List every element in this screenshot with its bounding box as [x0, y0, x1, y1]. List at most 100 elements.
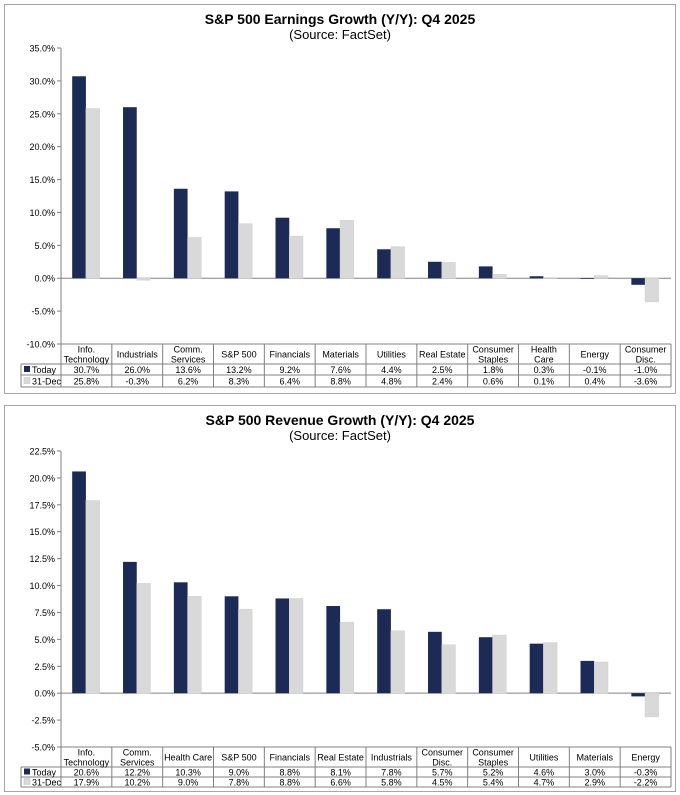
y-tick-label: 12.5%	[29, 554, 55, 564]
data-label: 26.0%	[124, 365, 150, 375]
bar-today	[123, 107, 137, 279]
data-label: 5.8%	[381, 778, 402, 788]
y-tick-label: 35.0%	[29, 44, 55, 54]
bar-31-dec	[441, 644, 456, 694]
category-label: Consumer	[472, 748, 514, 758]
bar-today	[631, 693, 646, 697]
data-label: 0.1%	[534, 377, 555, 387]
bar-31-dec	[644, 277, 660, 303]
earnings-growth-chart: 35.0% 30.0% 25.0% 20.0% 15.0% 10.0% 5.0% 0.0% -5…	[20, 44, 672, 388]
category-label: Staples	[478, 758, 509, 768]
data-label: 0.6%	[483, 377, 504, 387]
bar-31-dec	[85, 108, 100, 279]
category-label: Services	[120, 758, 155, 768]
revenue-growth-chart: 22.5% 20.0% 17.5% 15.0% 12.5% 10.0% 7.5% 5.0% 2.…	[20, 447, 672, 788]
data-label: 9.2%	[279, 365, 300, 375]
bar-31-dec	[441, 262, 456, 279]
bar-today	[72, 471, 86, 694]
bar-today	[72, 76, 86, 279]
y-tick-label: 15.0%	[29, 527, 55, 537]
data-label: 2.5%	[432, 365, 453, 375]
data-label: 8.8%	[330, 377, 351, 387]
data-label: 13.2%	[226, 365, 252, 375]
y-tick-label: 25.0%	[29, 109, 55, 119]
category-label: Industrials	[117, 350, 159, 360]
legend-label: 31-Dec	[32, 778, 62, 788]
y-tick-label: 20.0%	[29, 473, 55, 483]
category-label: Financials	[269, 350, 310, 360]
chart-subtitle: (Source: FactSet)	[289, 27, 391, 42]
y-tick-label: -5.0%	[31, 307, 55, 317]
data-label: 8.3%	[229, 377, 250, 387]
bar-31-dec	[187, 596, 202, 694]
bar-31-dec	[644, 692, 660, 718]
category-label: Comm.	[174, 345, 203, 355]
data-label: 10.2%	[124, 778, 150, 788]
legend-label: Today	[32, 365, 57, 375]
data-label: 1.8%	[483, 365, 504, 375]
category-label: Info.	[78, 345, 96, 355]
bar-today	[428, 631, 442, 694]
bar-31-dec	[390, 246, 405, 279]
data-label: 4.7%	[534, 778, 555, 788]
y-tick-label: 20.0%	[29, 142, 55, 152]
bar-31-dec	[390, 630, 405, 694]
bar-today	[377, 609, 391, 694]
bar-31-dec	[339, 621, 355, 694]
bar-31-dec	[593, 275, 609, 279]
category-label: Staples	[478, 355, 509, 365]
category-label: Financials	[269, 753, 310, 763]
data-label: 2.9%	[584, 778, 605, 788]
data-label: 7.8%	[381, 768, 402, 778]
category-label: Materials	[322, 350, 359, 360]
data-label: 20.6%	[74, 768, 100, 778]
y-tick-label: 10.0%	[29, 581, 55, 591]
data-label: 30.7%	[74, 365, 100, 375]
bar-today	[428, 261, 442, 279]
data-label: 5.2%	[483, 768, 504, 778]
chart-subtitle: (Source: FactSet)	[289, 428, 391, 443]
bar-31-dec	[543, 642, 558, 694]
y-tick-label: 5.0%	[34, 241, 55, 251]
bar-31-dec	[593, 661, 609, 694]
y-tick-label: 2.5%	[34, 662, 55, 672]
category-label: Industrials	[371, 753, 413, 763]
data-label: -1.0%	[634, 365, 658, 375]
bar-today	[275, 217, 290, 279]
category-label: Care	[534, 355, 554, 365]
y-tick-label: 22.5%	[29, 447, 55, 457]
revenue-growth-chart-panel: S&P 500 Revenue Growth (Y/Y): Q4 2025 (S…	[4, 405, 676, 792]
legend-key-today	[24, 768, 30, 775]
y-tick-label: 5.0%	[34, 635, 55, 645]
bar-today	[224, 596, 239, 694]
data-label: 3.0%	[584, 768, 605, 778]
bar-31-dec	[136, 583, 151, 694]
category-label: Health	[531, 345, 557, 355]
y-tick-label: 15.0%	[29, 175, 55, 185]
chart-title: S&P 500 Revenue Growth (Y/Y): Q4 2025	[205, 412, 475, 428]
legend-key-31-dec	[23, 778, 31, 785]
bar-today	[529, 276, 544, 279]
data-label: 10.3%	[175, 768, 201, 778]
data-label: 9.0%	[178, 778, 199, 788]
bar-31-dec	[288, 598, 304, 694]
earnings-growth-chart-panel: S&P 500 Earnings Growth (Y/Y): Q4 2025 (…	[4, 4, 676, 394]
y-tick-label: -10.0%	[26, 340, 55, 350]
bar-31-dec	[492, 274, 507, 279]
data-label: -0.1%	[583, 365, 607, 375]
category-label: S&P 500	[221, 753, 256, 763]
bar-31-dec	[238, 608, 253, 694]
bar-today	[326, 228, 341, 279]
data-label: 4.4%	[381, 365, 402, 375]
bar-today	[275, 598, 290, 694]
y-tick-label: 0.0%	[34, 274, 55, 284]
y-tick-label: 17.5%	[29, 500, 55, 510]
bar-today	[478, 637, 493, 694]
y-tick-label: 0.0%	[34, 689, 55, 699]
category-label: Comm.	[123, 748, 152, 758]
bar-today	[326, 605, 341, 694]
bar-today	[580, 660, 595, 694]
data-label: 9.0%	[229, 768, 250, 778]
category-label: Energy	[580, 350, 609, 360]
y-tick-label: -2.5%	[31, 716, 55, 726]
